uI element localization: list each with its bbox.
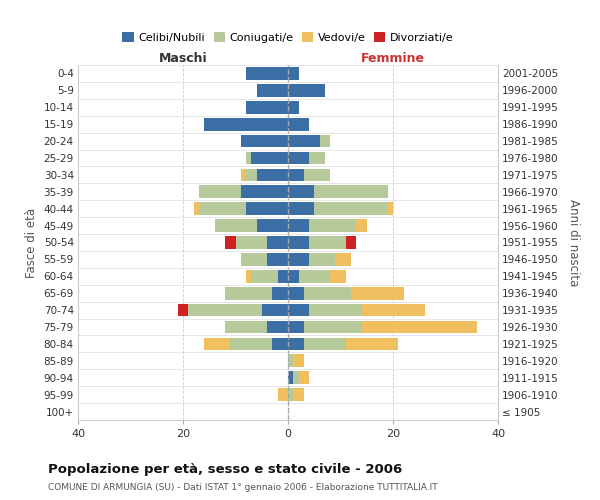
Bar bbox=[346, 236, 356, 249]
Bar bbox=[288, 320, 304, 334]
Bar bbox=[267, 236, 288, 249]
Bar bbox=[346, 338, 398, 350]
Bar bbox=[246, 101, 288, 114]
Bar bbox=[257, 220, 288, 232]
Bar bbox=[288, 84, 325, 96]
Y-axis label: Anni di nascita: Anni di nascita bbox=[567, 199, 580, 286]
Bar bbox=[272, 287, 288, 300]
Bar bbox=[361, 320, 477, 334]
Bar bbox=[299, 270, 330, 282]
Bar bbox=[335, 253, 351, 266]
Bar bbox=[288, 338, 304, 350]
Legend: Celibi/Nubili, Coniugati/e, Vedovi/e, Divorziati/e: Celibi/Nubili, Coniugati/e, Vedovi/e, Di… bbox=[118, 28, 458, 48]
Bar bbox=[320, 134, 330, 147]
Bar bbox=[199, 186, 241, 198]
Bar bbox=[225, 236, 235, 249]
Bar bbox=[288, 236, 309, 249]
Bar bbox=[309, 152, 325, 164]
Bar bbox=[288, 354, 293, 367]
Bar bbox=[330, 270, 346, 282]
Bar bbox=[288, 101, 299, 114]
Bar bbox=[241, 253, 267, 266]
Bar bbox=[288, 287, 304, 300]
Bar bbox=[309, 253, 335, 266]
Bar bbox=[314, 186, 388, 198]
Bar bbox=[199, 202, 246, 215]
Bar bbox=[246, 67, 288, 80]
Bar bbox=[267, 320, 288, 334]
Bar bbox=[230, 338, 272, 350]
Bar bbox=[251, 270, 277, 282]
Bar bbox=[288, 168, 304, 181]
Bar bbox=[288, 372, 293, 384]
Bar bbox=[288, 152, 309, 164]
Bar bbox=[257, 168, 288, 181]
Bar bbox=[257, 84, 288, 96]
Bar bbox=[288, 134, 320, 147]
Bar bbox=[351, 287, 404, 300]
Text: Maschi: Maschi bbox=[158, 52, 208, 65]
Bar bbox=[246, 168, 257, 181]
Bar bbox=[309, 236, 346, 249]
Bar bbox=[241, 168, 246, 181]
Bar bbox=[178, 304, 188, 316]
Text: COMUNE DI ARMUNGIA (SU) - Dati ISTAT 1° gennaio 2006 - Elaborazione TUTTITALIA.I: COMUNE DI ARMUNGIA (SU) - Dati ISTAT 1° … bbox=[48, 482, 437, 492]
Bar bbox=[235, 236, 267, 249]
Bar bbox=[277, 388, 288, 401]
Bar bbox=[304, 338, 346, 350]
Bar bbox=[304, 287, 351, 300]
Bar bbox=[288, 388, 293, 401]
Bar bbox=[288, 202, 314, 215]
Bar bbox=[288, 186, 314, 198]
Bar bbox=[304, 168, 330, 181]
Bar bbox=[288, 67, 299, 80]
Bar bbox=[288, 118, 309, 130]
Text: Popolazione per età, sesso e stato civile - 2006: Popolazione per età, sesso e stato civil… bbox=[48, 462, 402, 475]
Bar bbox=[293, 372, 299, 384]
Bar bbox=[204, 118, 288, 130]
Bar bbox=[246, 152, 251, 164]
Bar bbox=[262, 304, 288, 316]
Bar bbox=[225, 320, 267, 334]
Bar bbox=[225, 287, 272, 300]
Bar bbox=[314, 202, 388, 215]
Y-axis label: Fasce di età: Fasce di età bbox=[25, 208, 38, 278]
Bar bbox=[267, 253, 288, 266]
Bar bbox=[251, 152, 288, 164]
Bar bbox=[356, 220, 367, 232]
Bar bbox=[293, 388, 304, 401]
Bar bbox=[188, 304, 262, 316]
Bar bbox=[288, 304, 309, 316]
Bar bbox=[288, 253, 309, 266]
Bar bbox=[361, 304, 425, 316]
Bar bbox=[304, 320, 361, 334]
Bar bbox=[246, 270, 251, 282]
Bar bbox=[288, 220, 309, 232]
Bar bbox=[277, 270, 288, 282]
Bar bbox=[288, 270, 299, 282]
Bar bbox=[241, 134, 288, 147]
Bar bbox=[241, 186, 288, 198]
Bar bbox=[272, 338, 288, 350]
Bar bbox=[299, 372, 309, 384]
Bar bbox=[309, 304, 361, 316]
Bar bbox=[309, 220, 356, 232]
Bar bbox=[193, 202, 199, 215]
Bar bbox=[246, 202, 288, 215]
Text: Femmine: Femmine bbox=[361, 52, 425, 65]
Bar bbox=[215, 220, 257, 232]
Bar bbox=[293, 354, 304, 367]
Bar bbox=[204, 338, 230, 350]
Bar bbox=[388, 202, 393, 215]
